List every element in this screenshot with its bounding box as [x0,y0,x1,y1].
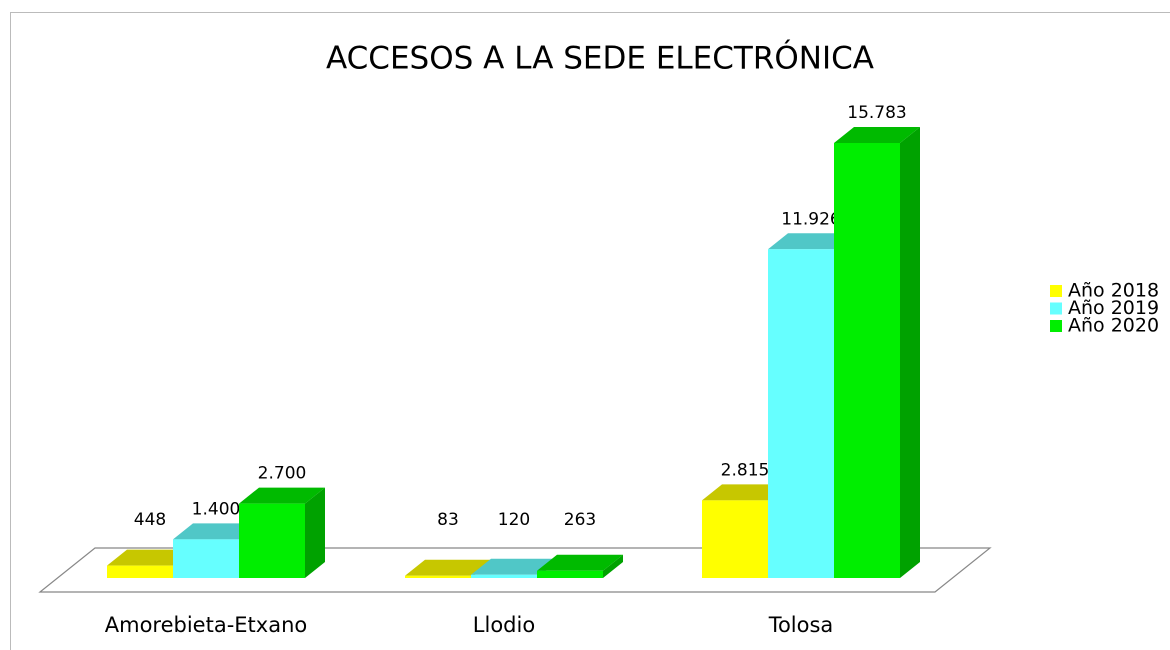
bar-top [173,523,259,540]
bar-top [405,559,491,576]
legend-label: Año 2019 [1068,297,1159,319]
bar [537,554,623,578]
chart-frame [10,12,1170,650]
legend-label: Año 2020 [1068,315,1159,337]
x-tick-label: Llodio [473,613,535,637]
x-tick-label: Tolosa [768,613,834,637]
bar [834,127,920,578]
legend-swatch [1050,302,1062,315]
bar-top [107,549,193,566]
bar-top [768,233,854,250]
data-label: 1.400 [192,499,241,519]
x-tick-label: Amorebieta-Etxano [105,613,307,637]
data-label: 2.700 [258,464,307,484]
data-label: 83 [437,510,459,530]
bar-front [239,503,305,578]
legend-swatch [1050,285,1062,297]
bar-side [305,487,325,578]
bar-front [537,570,603,578]
bar-front [768,249,834,578]
legend-swatch [1050,320,1062,332]
bar-top [471,558,557,575]
bar-front [107,565,173,578]
legend-label: Año 2018 [1068,280,1159,302]
data-label: 15.783 [847,103,906,123]
bar-top [834,127,920,143]
bar-top [239,487,325,504]
bar-front [702,500,768,578]
bar-front [834,143,900,578]
bar-front [173,539,239,578]
bar-side [900,127,920,578]
bar-front [471,574,537,578]
bar-side [603,554,623,578]
data-label: 11.926 [781,209,840,229]
bar-front [405,575,471,578]
data-label: 263 [564,510,596,530]
chart-title: ACCESOS A LA SEDE ELECTRÓNICA [326,40,874,77]
data-label: 120 [498,510,530,530]
data-label: 2.815 [721,460,770,480]
bar [239,487,325,578]
bar-top [537,554,623,571]
bar-top [702,484,788,501]
data-label: 448 [134,510,166,530]
